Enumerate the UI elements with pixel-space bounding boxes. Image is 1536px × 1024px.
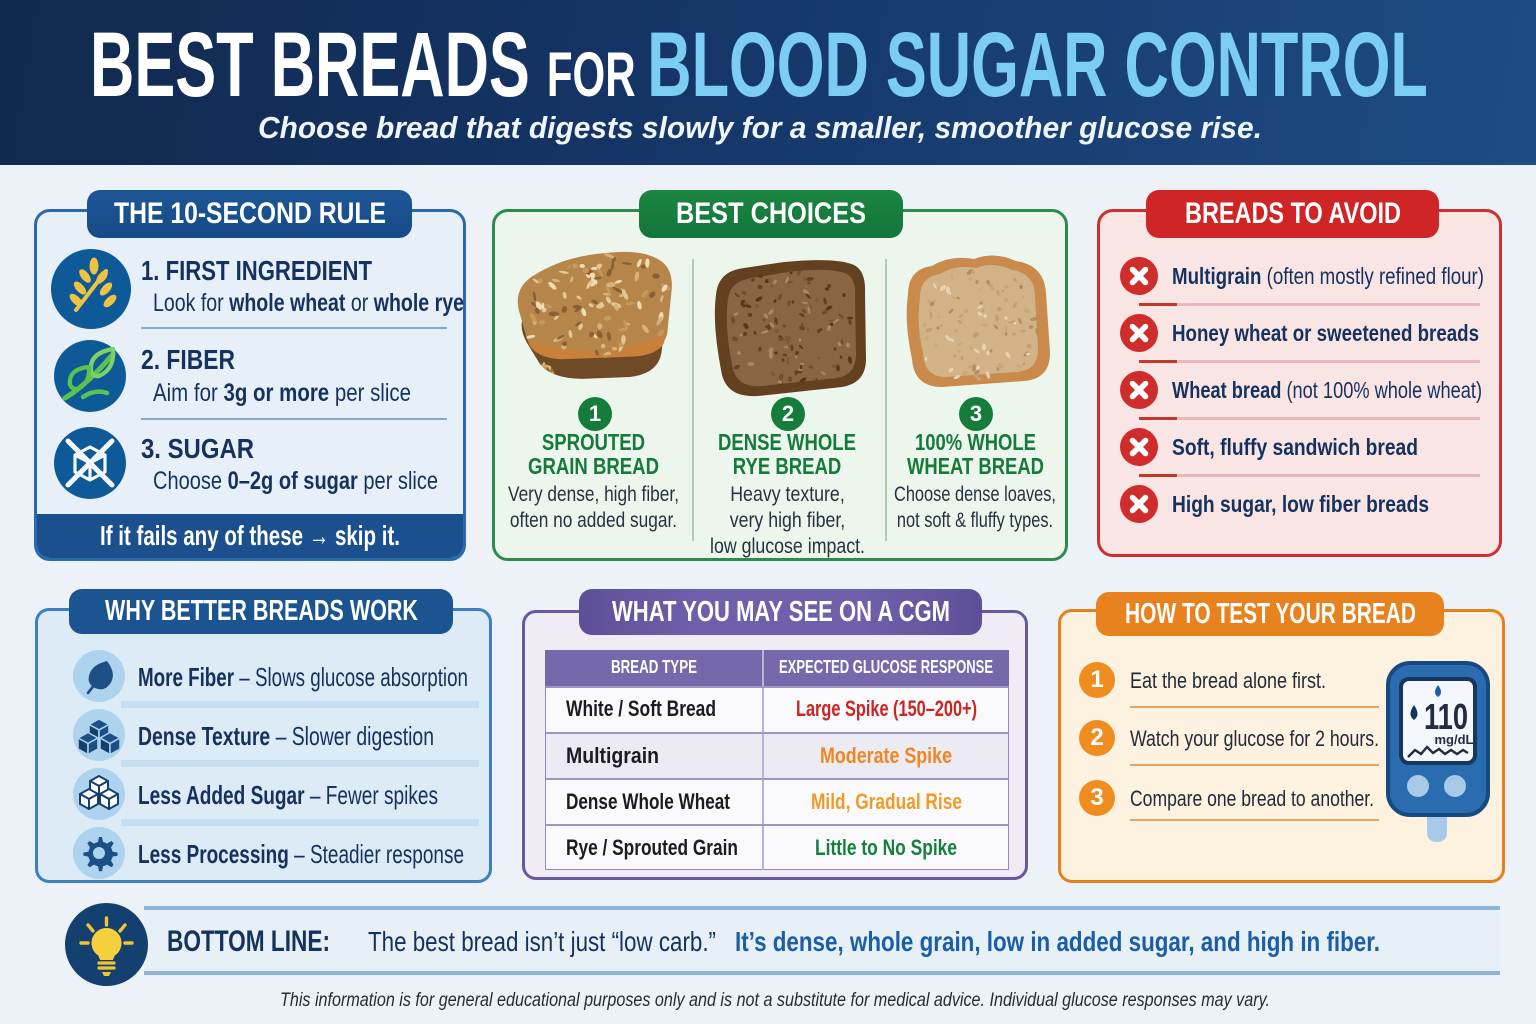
svg-text:110: 110 [1424, 696, 1468, 737]
svg-text:mg/dL: mg/dL [1435, 732, 1474, 747]
